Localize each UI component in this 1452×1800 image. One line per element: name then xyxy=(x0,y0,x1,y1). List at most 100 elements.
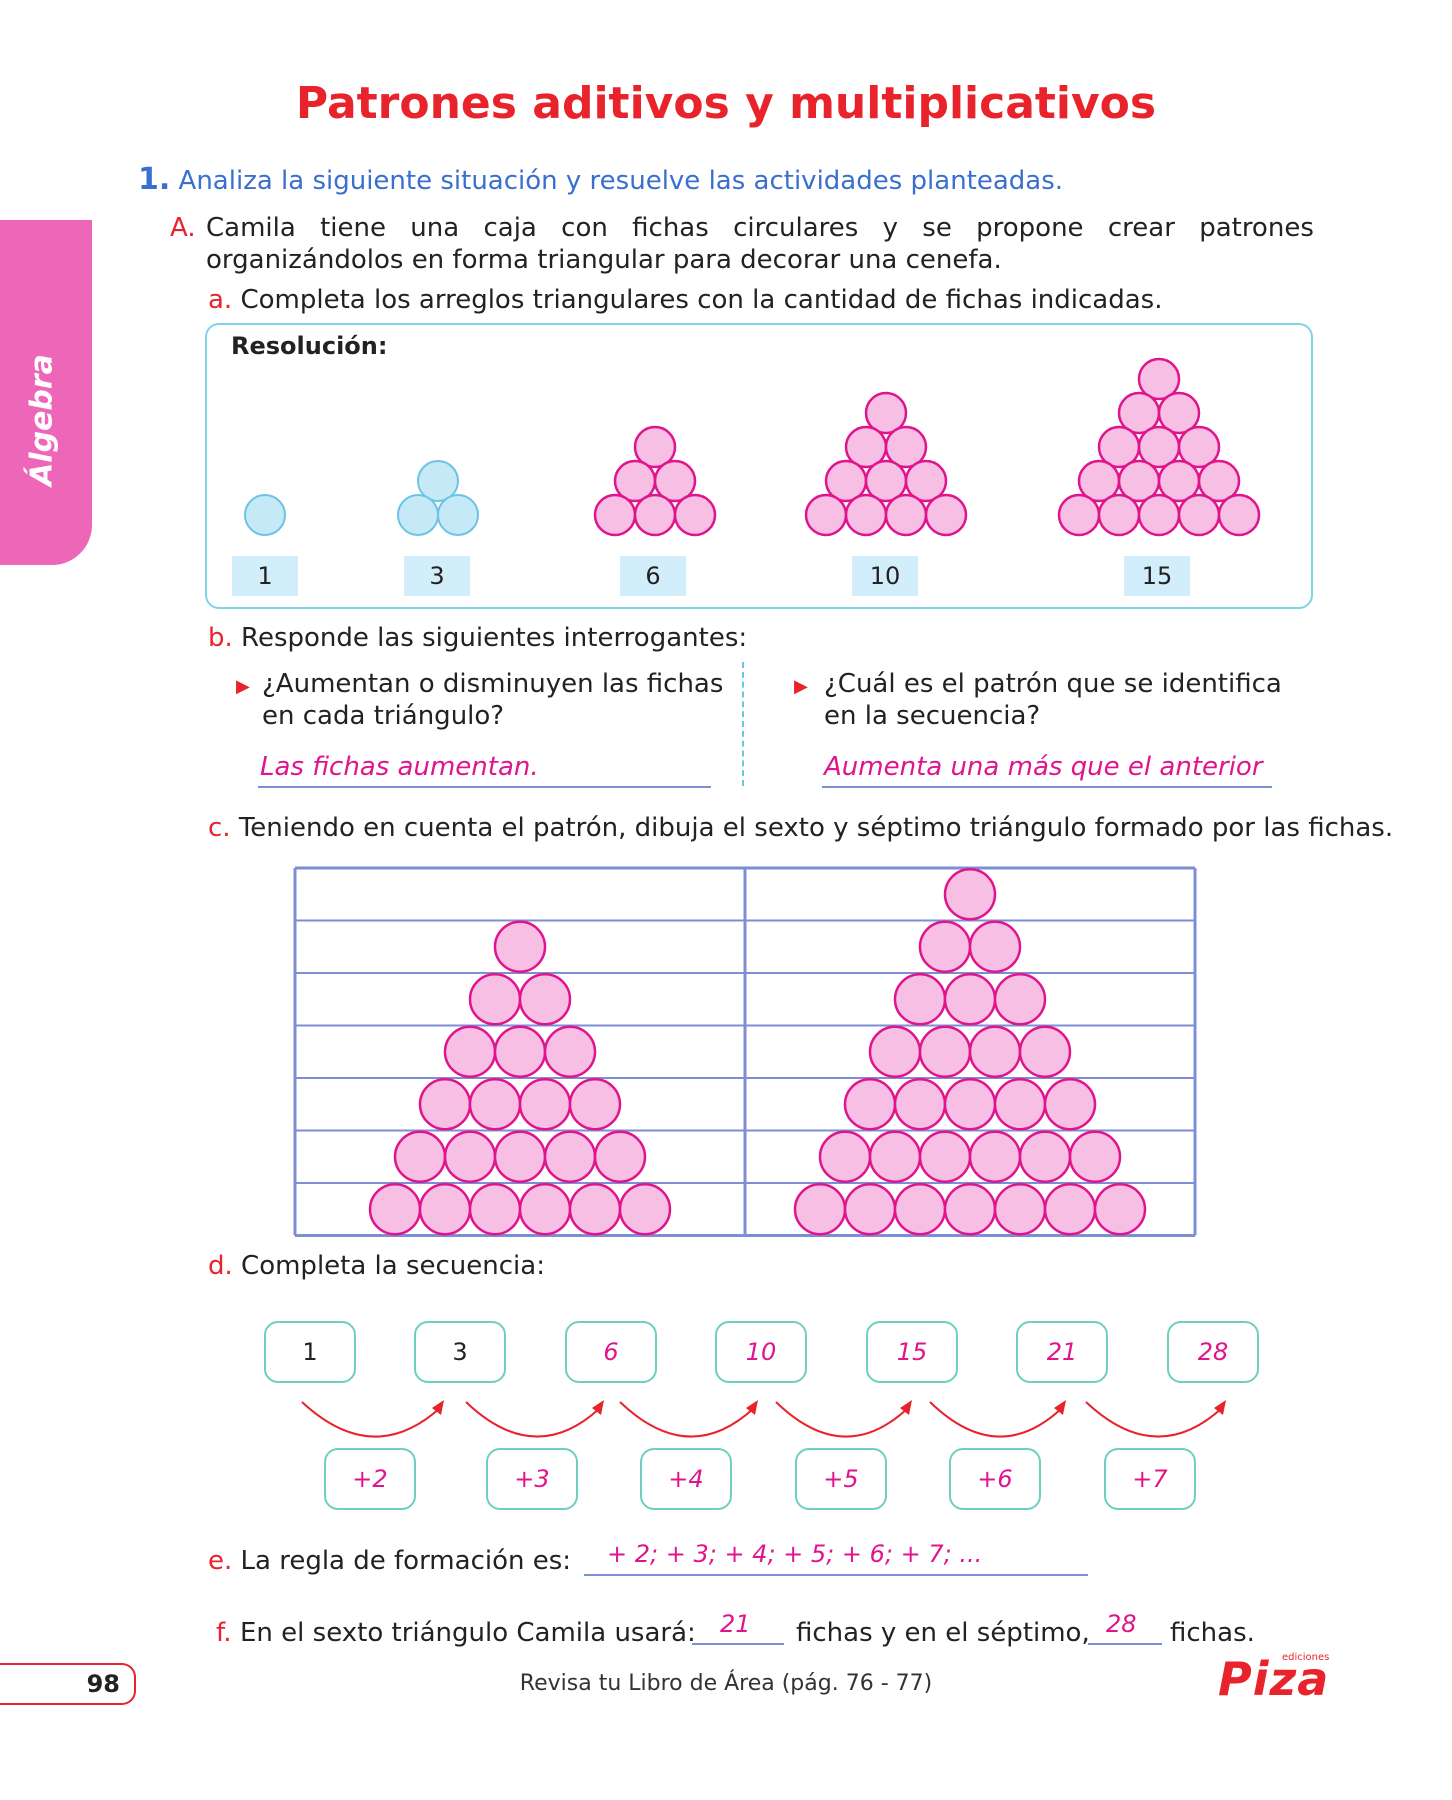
chip-circle xyxy=(943,1078,997,1131)
chip-circle xyxy=(1068,1130,1122,1183)
chip-circle xyxy=(368,1183,422,1236)
resolution-triangles xyxy=(244,357,1261,537)
rule-answer-line xyxy=(584,1574,1088,1576)
chip-circle xyxy=(884,425,928,469)
chip-circle xyxy=(968,1130,1022,1183)
item-c-text: Teniendo en cuenta el patrón, dibuja el … xyxy=(238,813,1394,843)
item-f-letter: f. xyxy=(216,1618,232,1648)
chip-circle xyxy=(653,459,697,503)
chip-circle xyxy=(633,425,677,469)
answer-right-line xyxy=(822,786,1272,788)
part-a-word: crear xyxy=(1107,213,1175,243)
chip-circle xyxy=(417,460,459,502)
part-a-word: patrones xyxy=(1199,213,1314,243)
chip-circle xyxy=(568,1183,622,1236)
chip-circle xyxy=(893,1183,947,1236)
chip-circle xyxy=(843,1183,897,1236)
chip-circle xyxy=(397,494,439,536)
part-a-word: propone xyxy=(976,213,1084,243)
chip-circle xyxy=(918,920,972,973)
chip-circle xyxy=(943,973,997,1026)
chip-circle xyxy=(673,493,717,537)
chip-circle xyxy=(1043,1183,1097,1236)
sequence-arrows xyxy=(301,1400,1226,1438)
question-1-text: Analiza la siguiente situación y resuelv… xyxy=(178,166,1064,196)
label-box-5: 15 xyxy=(1124,556,1190,596)
chip-circle xyxy=(1057,493,1101,537)
chip-circle xyxy=(393,1130,447,1183)
chip-circle xyxy=(418,1183,472,1236)
item-e-text: La regla de formación es: xyxy=(240,1546,572,1576)
chip-circle xyxy=(468,973,522,1026)
answer-sixth: 21 xyxy=(720,1610,751,1638)
resolution-label: Resolución: xyxy=(231,332,388,360)
side-tab xyxy=(0,220,92,565)
part-a-word: y xyxy=(882,213,898,243)
chip-circle xyxy=(1018,1130,1072,1183)
answer-right: Aumenta una más que el anterior xyxy=(824,752,1263,782)
chip-circle xyxy=(1137,357,1181,401)
chip-circle xyxy=(818,1130,872,1183)
chip-circle xyxy=(593,1130,647,1183)
chip-circle xyxy=(443,1025,497,1078)
chip-circle xyxy=(1177,493,1221,537)
chip-circle xyxy=(904,459,948,503)
question-right-line-1: ¿Cuál es el patrón que se identifica xyxy=(824,669,1282,699)
chip-circle xyxy=(868,1130,922,1183)
increment-box-6: +7 xyxy=(1104,1448,1196,1510)
sequence-box-7: 28 xyxy=(1167,1321,1259,1383)
item-c-letter: c. xyxy=(208,813,231,843)
chip-circle xyxy=(993,973,1047,1026)
chip-circle xyxy=(493,1130,547,1183)
sequence-box-5: 15 xyxy=(866,1321,958,1383)
chip-circle xyxy=(943,868,997,921)
item-c: c. Teniendo en cuenta el patrón, dibuja … xyxy=(208,812,1393,844)
arrow-head xyxy=(900,1400,912,1415)
footer-reference: Revisa tu Libro de Área (pág. 76 - 77) xyxy=(519,1671,933,1696)
chip-circle xyxy=(993,1183,1047,1236)
chip-circle xyxy=(1043,1078,1097,1131)
question-right-line-2: en la secuencia? xyxy=(824,701,1041,731)
chip-circle xyxy=(968,920,1022,973)
chip-circle xyxy=(437,494,479,536)
item-a-text: Completa los arreglos triangulares con l… xyxy=(240,285,1163,315)
chip-circle xyxy=(518,1183,572,1236)
increment-box-3: +4 xyxy=(640,1448,732,1510)
chip-circle xyxy=(993,1078,1047,1131)
chip-circle xyxy=(543,1025,597,1078)
item-d: d. Completa la secuencia: xyxy=(208,1250,545,1282)
arrow-head xyxy=(432,1400,444,1415)
part-a-line-2: organizándolos en forma triangular para … xyxy=(206,245,1002,275)
arrow-head xyxy=(592,1400,604,1415)
divider xyxy=(742,662,744,786)
part-a-word: una xyxy=(410,213,460,243)
item-a: a. Completa los arreglos triangulares co… xyxy=(208,284,1162,316)
answer-left-line xyxy=(258,786,711,788)
sequence-box-2: 3 xyxy=(414,1321,506,1383)
publisher-logo-small: ediciones xyxy=(1282,1652,1330,1663)
item-d-text: Completa la secuencia: xyxy=(241,1251,545,1281)
chip-circle xyxy=(868,1025,922,1078)
arrow-curve xyxy=(775,1401,909,1438)
bullet-icon: ▶ xyxy=(794,676,808,697)
chip-circle xyxy=(244,494,286,536)
arrow-curve xyxy=(301,1401,441,1438)
answer-seventh: 28 xyxy=(1106,1610,1137,1638)
increment-box-4: +5 xyxy=(795,1448,887,1510)
item-b-letter: b. xyxy=(208,623,233,653)
grid-triangles xyxy=(368,868,1147,1236)
chip-circle xyxy=(543,1130,597,1183)
part-a-word: tiene xyxy=(320,213,386,243)
question-left-line-2: en cada triángulo? xyxy=(262,701,505,731)
item-d-letter: d. xyxy=(208,1251,233,1281)
chip-circle xyxy=(518,973,572,1026)
item-e-letter: e. xyxy=(208,1546,233,1576)
chip-circle xyxy=(884,493,928,537)
chip-circle xyxy=(593,493,637,537)
part-a-word: Camila xyxy=(206,213,296,243)
part-a-word: se xyxy=(922,213,952,243)
chip-circle xyxy=(468,1078,522,1131)
label-box-4: 10 xyxy=(852,556,918,596)
chip-circle xyxy=(493,1025,547,1078)
